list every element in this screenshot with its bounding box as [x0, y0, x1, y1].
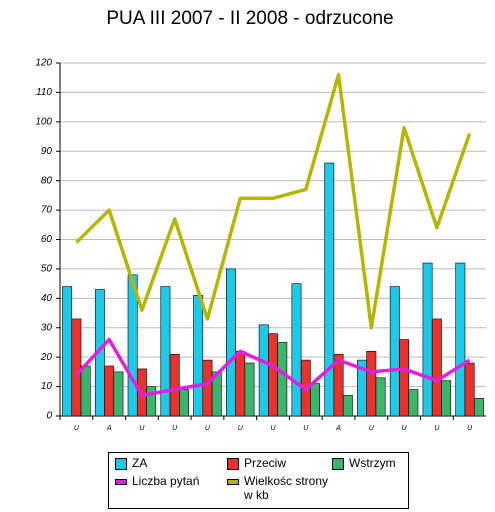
bar — [389, 286, 400, 417]
y-tick-label: 100 — [35, 116, 52, 127]
bar — [127, 274, 138, 417]
legend-item: ZA — [113, 456, 225, 472]
line — [75, 73, 472, 330]
bar — [473, 398, 484, 417]
x-tick-label: U — [172, 425, 178, 432]
legend-label: Liczba pytań — [132, 473, 200, 488]
line — [75, 337, 471, 398]
x-tick-label: A — [106, 425, 112, 432]
bar — [62, 286, 73, 417]
y-tick-label: 0 — [46, 411, 52, 422]
y-tick-label: 10 — [41, 381, 53, 392]
legend-item: Liczba pytań — [113, 474, 225, 504]
legend-label: Wstrzym — [349, 456, 396, 470]
legend-swatch — [115, 478, 127, 485]
legend-swatch — [227, 478, 239, 485]
bar — [160, 286, 171, 417]
x-tick-label: U — [369, 425, 375, 432]
bar — [277, 342, 288, 417]
bar — [422, 262, 433, 417]
y-tick-label: 30 — [41, 322, 53, 333]
bar — [268, 333, 278, 417]
x-tick-label: A — [335, 425, 341, 432]
x-tick-label: U — [205, 425, 211, 432]
y-tick-label: 40 — [41, 293, 53, 304]
x-tick-label: U — [238, 425, 244, 432]
legend-swatch — [332, 458, 344, 470]
bar — [202, 359, 213, 417]
chart-title: PUA III 2007 - II 2008 - odrzucone — [106, 8, 393, 29]
bar — [455, 262, 466, 417]
x-tick-label: U — [303, 425, 309, 432]
bar — [193, 295, 204, 417]
bar — [441, 380, 452, 417]
bar — [211, 371, 222, 417]
legend-label: ZA — [132, 456, 148, 470]
legend-label: Wielkośc strony w kb — [244, 473, 329, 502]
legend: ZA Przeciw Wstrzym Liczba pytań Wielkośc str… — [108, 452, 409, 509]
bar — [310, 383, 320, 417]
x-tick-label: U — [139, 425, 145, 432]
bar — [342, 395, 353, 417]
bar — [113, 371, 124, 417]
y-tick-label: 60 — [41, 234, 53, 245]
x-tick-label: U — [434, 425, 440, 432]
bar — [408, 389, 419, 417]
bar — [291, 283, 302, 417]
legend-label: Przeciw — [244, 456, 287, 470]
legend-item: Wstrzym — [330, 456, 400, 472]
bar — [146, 386, 157, 417]
bar — [324, 162, 335, 417]
y-tick-label: 50 — [41, 264, 53, 275]
y-tick-label: 20 — [40, 352, 53, 363]
legend-swatch — [115, 458, 127, 470]
legend-item: Przeciw — [225, 456, 330, 472]
bar — [235, 350, 246, 417]
legend-item: Wielkośc strony w kb — [225, 474, 330, 504]
bar — [244, 362, 255, 417]
x-tick-label: U — [402, 425, 408, 432]
bar — [399, 339, 410, 417]
bar — [104, 365, 115, 417]
y-tick-label: 80 — [41, 175, 53, 186]
bar — [464, 362, 475, 417]
x-tick-label: U — [74, 425, 80, 432]
bar — [179, 389, 189, 417]
y-tick-label: 90 — [41, 146, 53, 157]
bar — [226, 268, 236, 417]
bar — [431, 318, 442, 417]
bar — [80, 365, 91, 417]
y-tick-label: 70 — [41, 205, 53, 216]
x-tick-label: U — [467, 425, 473, 432]
legend-swatch — [227, 458, 239, 470]
bar — [258, 324, 269, 417]
chart: PUA III 2007 - II 2008 - odrzucone 0 10 20… — [35, 8, 486, 432]
y-tick-label: 110 — [36, 87, 52, 98]
bar — [366, 350, 377, 417]
bar — [333, 353, 344, 417]
y-tick-label: 120 — [35, 58, 52, 69]
bar — [375, 377, 386, 417]
bar — [169, 353, 180, 417]
x-tick-label: U — [270, 425, 276, 432]
bar — [71, 318, 82, 417]
